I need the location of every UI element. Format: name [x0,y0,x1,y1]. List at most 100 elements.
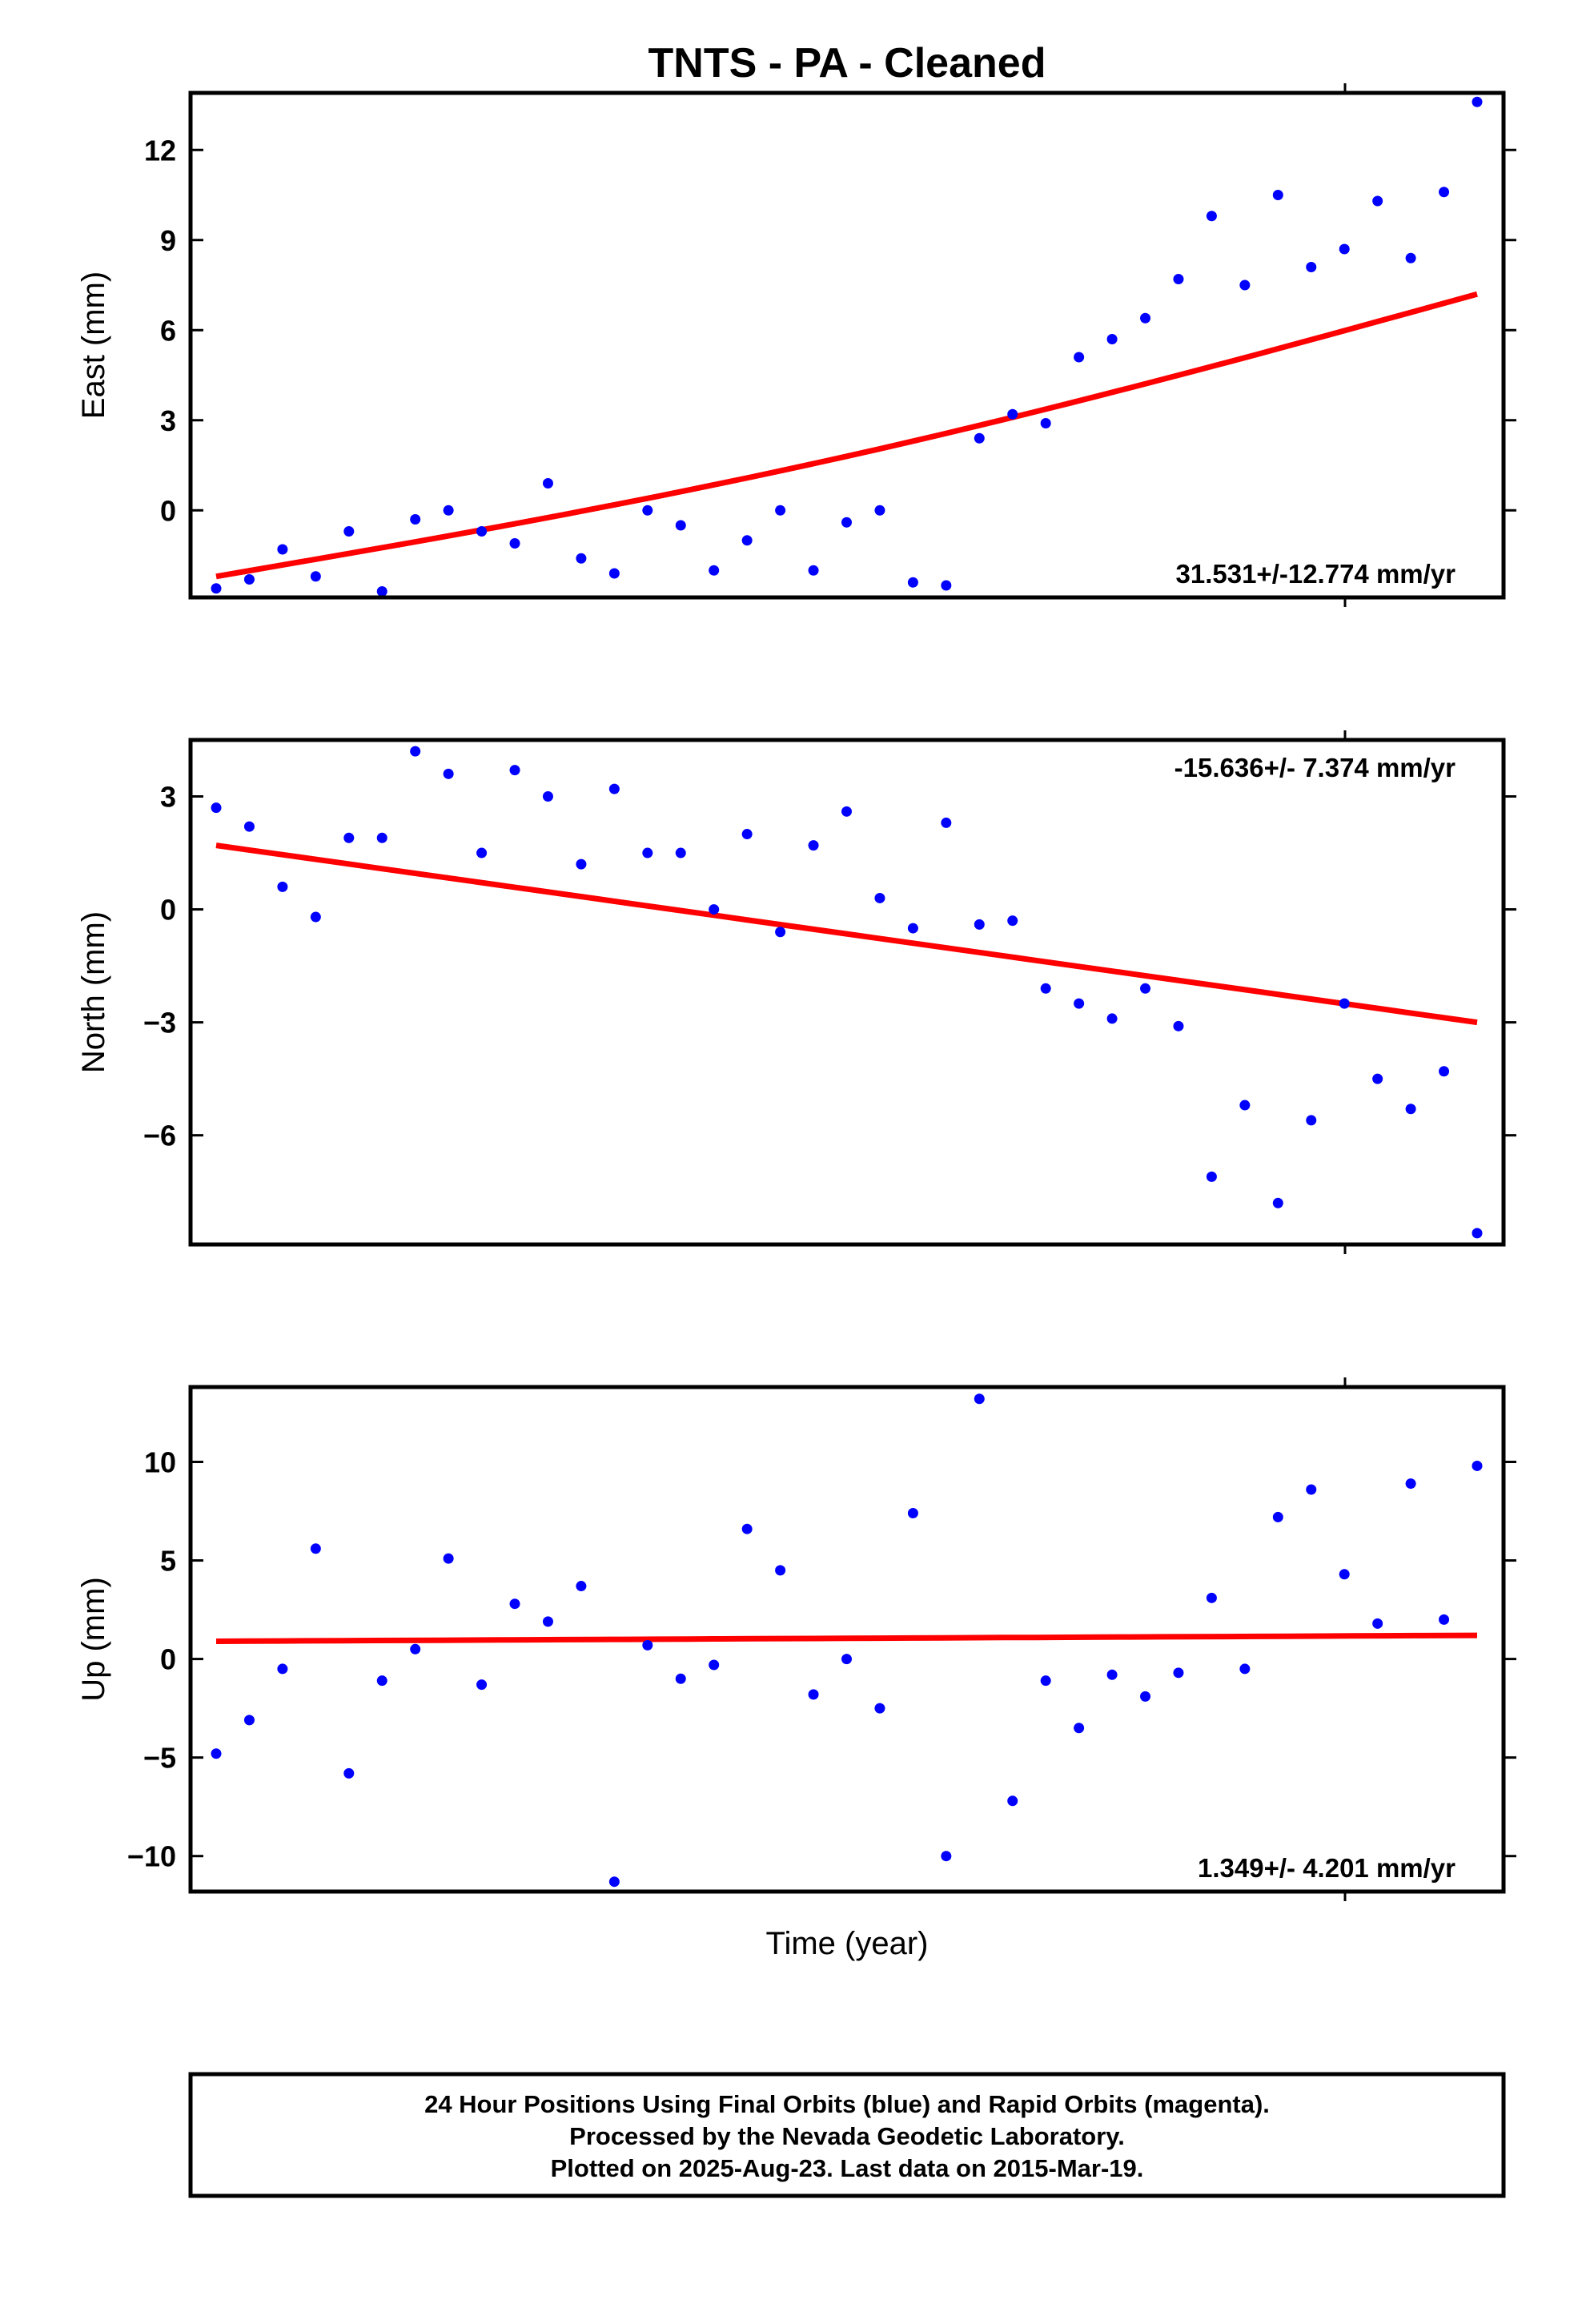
plot-frame [188,738,1506,1247]
data-point [1439,187,1450,198]
data-point [476,1679,488,1691]
data-point [1472,1460,1483,1471]
plot-area [211,96,1483,597]
data-point [410,746,421,757]
data-point [675,1673,686,1684]
data-point [974,919,985,930]
data-point [1339,998,1350,1009]
plot-area [211,746,1483,1239]
data-point [343,526,355,537]
data-point [211,1748,222,1759]
data-point [211,583,222,594]
data-point [1339,1569,1350,1580]
plot-frame [188,90,1506,600]
data-point [775,1565,786,1576]
caption-line-1: 24 Hour Positions Using Final Orbits (bl… [424,2090,1270,2118]
data-point [642,505,653,516]
data-point [1239,1663,1251,1675]
data-point [1372,1618,1383,1629]
data-point [1239,279,1251,291]
y-tick-label: −6 [143,1120,176,1152]
data-point [1405,1478,1416,1490]
data-point [343,832,355,843]
data-point [1206,1171,1217,1182]
data-point [1106,1669,1118,1680]
data-point [1140,1691,1151,1702]
data-point [1439,1614,1450,1625]
data-point [1206,211,1217,222]
data-point [1372,1073,1383,1084]
data-point [1472,96,1483,107]
y-tick-label: 0 [160,1643,176,1676]
data-point [509,1598,520,1610]
y-tick-label: 3 [160,404,176,437]
data-point [1007,1795,1018,1807]
data-point [974,432,985,444]
data-point [310,911,321,923]
data-point [1306,1484,1317,1495]
data-point [1106,1013,1118,1024]
data-point [376,1675,387,1687]
chart-title: TNTS - PA - Cleaned [648,40,1046,86]
data-point [1173,1667,1184,1679]
data-point [1106,334,1118,344]
data-point [1007,408,1018,420]
data-point [1339,243,1350,255]
data-point [841,517,852,528]
data-point [808,565,819,576]
y-tick-label: −10 [127,1840,176,1873]
data-point [410,514,421,525]
data-point [1272,190,1283,200]
data-point [1439,1066,1450,1077]
data-point [1173,274,1184,284]
y-tick-label: 3 [160,781,176,814]
data-point [1007,915,1018,927]
data-point [443,505,454,516]
rate-label: 31.531+/-12.774 mm/yr [1175,559,1456,589]
data-point [941,580,952,591]
data-point [941,1851,952,1862]
data-point [808,840,819,851]
data-point [1272,1197,1283,1208]
y-axis-label: North (mm) [76,911,111,1073]
rate-label: 1.349+/- 4.201 mm/yr [1198,1853,1456,1883]
data-point [443,768,454,779]
data-point [376,832,387,843]
data-point [542,1616,553,1627]
data-point [277,544,288,555]
y-tick-label: 5 [160,1545,176,1578]
data-point [941,817,952,828]
data-point [775,505,786,516]
data-point [1239,1100,1251,1111]
data-point [608,568,620,579]
data-point [376,586,387,597]
trend-line [215,842,1478,1026]
data-point [874,892,885,903]
data-point [243,574,255,585]
caption-line-3: Plotted on 2025-Aug-23. Last data on 201… [551,2154,1144,2182]
up-panel: −10 −5 0 5 10 Up (mm) 1.349+/- 4.201 mm/yr [76,1377,1516,1901]
data-point [1074,1723,1085,1734]
y-tick-label: 0 [160,494,176,527]
data-point [576,553,587,564]
caption-line-2: Processed by the Nevada Geodetic Laborat… [569,2122,1125,2150]
data-point [675,847,686,858]
y-tick-label: 9 [160,224,176,257]
y-tick-label: 6 [160,314,176,347]
trend-line [215,291,1478,580]
north-panel: −6 −3 0 3 North (mm) -15.636+/- 7.374 mm/yr [76,730,1516,1254]
data-point [542,478,553,489]
data-point [907,577,918,588]
plot-area [211,1393,1483,1888]
data-point [310,571,321,582]
data-point [874,505,885,516]
data-point [874,1703,885,1714]
rate-label: -15.636+/- 7.374 mm/yr [1174,753,1456,782]
data-point [675,520,686,531]
y-axis-label: Up (mm) [76,1577,111,1702]
data-point [509,538,520,549]
data-point [1040,418,1051,428]
data-point [974,1393,985,1405]
data-point [1074,352,1085,363]
